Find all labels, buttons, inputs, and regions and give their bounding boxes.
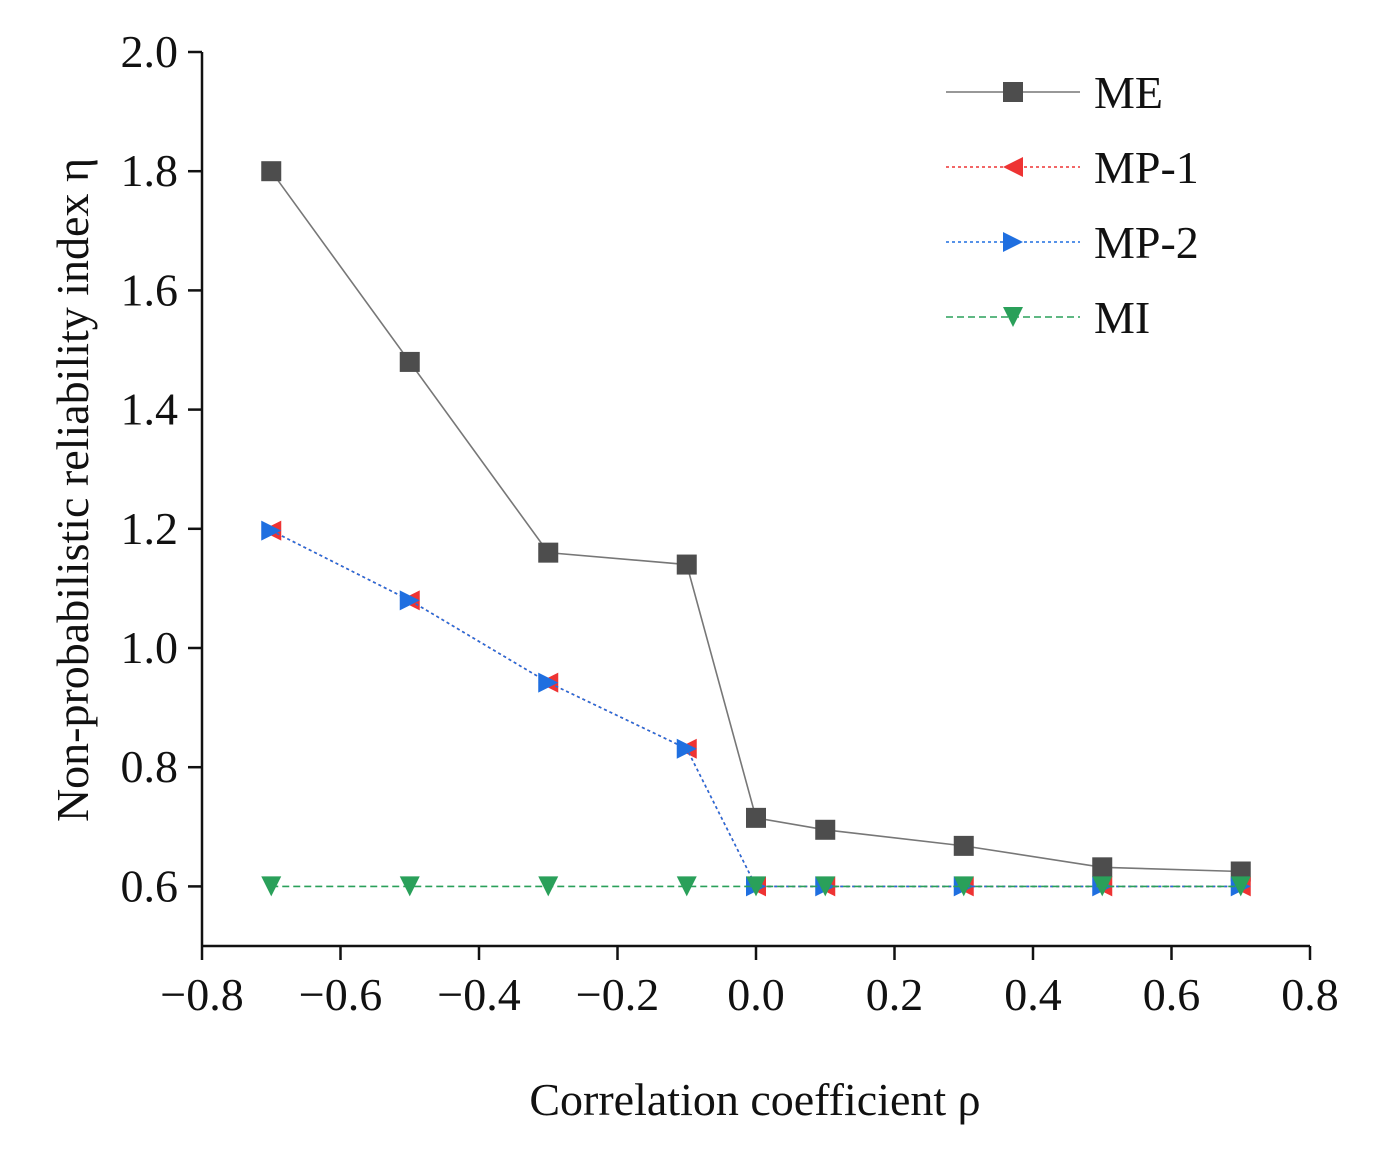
legend-label-mp-2: MP-2 bbox=[1094, 217, 1199, 268]
y-tick-label: 2.0 bbox=[121, 26, 179, 77]
legend-label-mp-1: MP-1 bbox=[1094, 142, 1199, 193]
x-tick-label: 0.0 bbox=[727, 969, 785, 1020]
data-point-mp-2 bbox=[399, 590, 420, 611]
data-point-me bbox=[1092, 857, 1113, 878]
legend-label-me: ME bbox=[1094, 67, 1163, 118]
legend-marker-mp-2 bbox=[1003, 232, 1023, 252]
series-line-mp-2 bbox=[270, 529, 1241, 888]
y-tick-label: 1.2 bbox=[121, 503, 179, 554]
x-tick-label: 0.6 bbox=[1143, 969, 1201, 1020]
series-mi bbox=[261, 876, 1251, 897]
y-tick-label: 0.6 bbox=[121, 860, 179, 911]
data-point-mp-2 bbox=[261, 520, 282, 541]
data-point-me bbox=[746, 807, 766, 828]
data-point-me bbox=[538, 542, 559, 563]
x-tick-label: 0.4 bbox=[1004, 969, 1062, 1020]
legend-marker-me bbox=[1003, 82, 1023, 102]
axes: −0.8 −0.6 −0.4 −0.2 0.0 0.2 0.4 0.6 0.8 0.6 0.8 1.0… bbox=[121, 26, 1339, 1020]
x-tick-label: −0.2 bbox=[576, 969, 659, 1020]
x-tick-label: 0.8 bbox=[1281, 969, 1339, 1020]
x-axis-title: Correlation coefficient ρ bbox=[529, 1074, 980, 1125]
data-point-mp-2 bbox=[538, 672, 559, 693]
legend-item-mp-2: MP-2 bbox=[946, 217, 1199, 268]
x-tick-label: −0.4 bbox=[437, 969, 520, 1020]
y-tick-label: 1.0 bbox=[121, 622, 179, 673]
series-line-me bbox=[270, 170, 1241, 873]
data-point-me bbox=[399, 351, 420, 372]
series-mp-1 bbox=[261, 520, 1251, 897]
legend-item-me: ME bbox=[946, 67, 1163, 118]
data-point-mp-2 bbox=[676, 738, 697, 759]
legend-label-mi: MI bbox=[1094, 292, 1150, 343]
data-point-mi bbox=[676, 876, 697, 897]
data-point-me bbox=[261, 161, 282, 182]
series-line-mp-1 bbox=[270, 529, 1241, 888]
legend: ME MP-1 MP-2 MI bbox=[946, 67, 1199, 343]
y-tick-label: 1.8 bbox=[121, 145, 179, 196]
series-layer bbox=[261, 161, 1251, 897]
series-me bbox=[261, 161, 1251, 882]
series-mp-2 bbox=[261, 520, 1251, 897]
data-point-me bbox=[676, 554, 697, 575]
y-axis-title: Non-probabilistic reliability index η bbox=[47, 158, 98, 822]
data-point-mi bbox=[815, 876, 836, 897]
data-point-mi bbox=[538, 876, 559, 897]
y-tick-label: 1.4 bbox=[121, 384, 179, 435]
data-point-me bbox=[815, 819, 836, 840]
legend-item-mi: MI bbox=[946, 292, 1150, 343]
legend-marker-mp-1 bbox=[1003, 157, 1023, 177]
data-point-me bbox=[953, 835, 974, 856]
data-point-mi bbox=[746, 876, 766, 897]
legend-marker-mi bbox=[1003, 307, 1023, 327]
data-point-mi bbox=[1230, 876, 1251, 897]
y-tick-label: 0.8 bbox=[121, 741, 179, 792]
y-tick-label: 1.6 bbox=[121, 264, 179, 315]
x-tick-label: −0.6 bbox=[299, 969, 382, 1020]
data-point-mi bbox=[953, 876, 974, 897]
data-point-mi bbox=[399, 876, 420, 897]
data-point-mi bbox=[261, 876, 282, 897]
data-point-mi bbox=[1092, 876, 1113, 897]
x-tick-label: 0.2 bbox=[866, 969, 924, 1020]
legend-item-mp-1: MP-1 bbox=[946, 142, 1199, 193]
x-tick-label: −0.8 bbox=[160, 969, 243, 1020]
